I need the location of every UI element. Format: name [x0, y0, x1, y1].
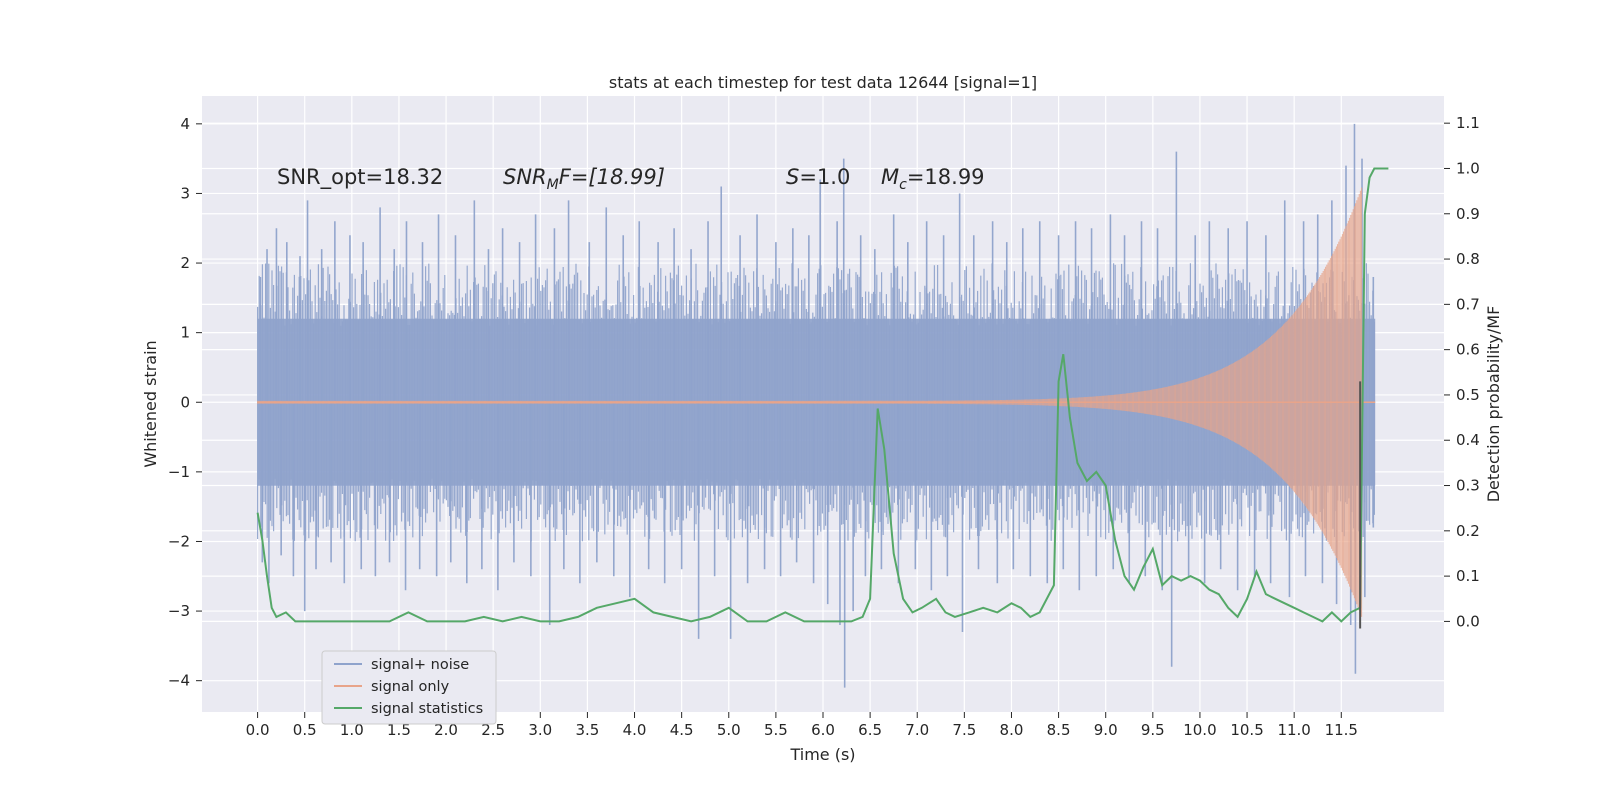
y-right-tick-label: 0.1	[1456, 567, 1480, 585]
y-axis-right-ticks: 1.1 1.0 0.9 0.8 0.7 0.6 0.5 0.4 0.3 0.2 0.1 0.0	[1444, 114, 1480, 630]
x-tick-label: 1.0	[340, 721, 364, 739]
x-axis-ticks: 0.0 0.5 1.0 1.5 2.0 2.5 3.0 3.5 4.0 4.5 5.0 5.5 6.0 6…	[246, 712, 1358, 739]
x-tick-label: 0.0	[246, 721, 270, 739]
x-tick-label: 3.5	[575, 721, 599, 739]
annotation-snr-mf: SNRMF=[18.99]	[503, 165, 665, 193]
x-tick-label: 2.0	[434, 721, 458, 739]
y-tick-label: −4	[168, 672, 190, 690]
y-tick-label: 3	[180, 184, 190, 202]
y-right-tick-label: 1.1	[1456, 114, 1480, 132]
annotation-mc-value: =18.99	[907, 165, 985, 189]
y-right-tick-label: 0.6	[1456, 341, 1480, 359]
signal-only-series	[257, 187, 1376, 617]
y-right-tick-label: 0.0	[1456, 612, 1480, 630]
x-tick-label: 5.5	[764, 721, 788, 739]
legend-label-signal-only: signal only	[371, 679, 450, 695]
y-tick-label: 0	[180, 393, 190, 411]
x-tick-label: 7.5	[952, 721, 976, 739]
annotation-mc-name: M	[881, 165, 899, 189]
legend: signal+ noise signal only signal statist…	[321, 650, 497, 725]
legend-box	[321, 650, 497, 725]
x-tick-label: 4.5	[670, 721, 694, 739]
y-tick-label: 1	[180, 324, 190, 342]
y-tick-label: −3	[168, 602, 190, 620]
x-tick-label: 5.0	[717, 721, 741, 739]
annotation-mc: Mc=18.99	[881, 165, 985, 193]
annotation-s-value: =1.0	[799, 165, 850, 189]
chart-title: stats at each timestep for test data 126…	[609, 73, 1037, 92]
statistics-line	[256, 167, 1389, 623]
y-axis-right-label: Detection probability/MF	[1484, 306, 1503, 503]
x-tick-label: 0.5	[293, 721, 317, 739]
legend-label-signal-noise: signal+ noise	[371, 657, 469, 673]
x-tick-label: 10.5	[1230, 721, 1263, 739]
x-tick-label: 1.5	[387, 721, 411, 739]
x-tick-label: 6.5	[858, 721, 882, 739]
x-tick-label: 11.5	[1325, 721, 1358, 739]
x-tick-label: 9.0	[1094, 721, 1118, 739]
y-tick-label: 4	[180, 115, 190, 133]
annotation-mc-sub: c	[899, 177, 907, 193]
y-right-tick-label: 0.2	[1456, 522, 1480, 540]
x-tick-label: 2.5	[481, 721, 505, 739]
x-tick-label: 8.5	[1047, 721, 1071, 739]
x-tick-label: 9.5	[1141, 721, 1165, 739]
signal-statistics-series	[256, 167, 1389, 623]
y-axis-ticks: 4 3 2 1 0 −1 −2 −3 −4	[168, 115, 202, 690]
annotation-s-name: S	[786, 165, 799, 189]
annotation-snr-mf-rest: F=[18.99]	[559, 165, 665, 189]
annotation-s: S=1.0	[786, 165, 850, 189]
y-right-tick-label: 0.7	[1456, 295, 1480, 313]
annotation-snr-mf-name: SNR	[503, 165, 547, 189]
y-tick-label: −2	[168, 532, 190, 550]
x-tick-label: 11.0	[1277, 721, 1310, 739]
y-right-tick-label: 0.8	[1456, 250, 1480, 268]
x-tick-label: 4.0	[623, 721, 647, 739]
y-right-tick-label: 0.5	[1456, 386, 1480, 404]
y-right-tick-label: 0.4	[1456, 431, 1480, 449]
y-axis-label: Whitened strain	[141, 340, 160, 467]
y-right-tick-label: 0.9	[1456, 205, 1480, 223]
annotation-snr-opt: SNR_opt=18.32	[277, 165, 443, 190]
annotation-snr-mf-sub: M	[547, 177, 559, 193]
x-tick-label: 8.0	[1000, 721, 1024, 739]
x-axis-label: Time (s)	[789, 745, 855, 764]
y-tick-label: −1	[168, 463, 190, 481]
y-right-tick-label: 0.3	[1456, 477, 1480, 495]
y-right-tick-label: 1.0	[1456, 159, 1480, 177]
legend-label-signal-statistics: signal statistics	[371, 701, 483, 717]
x-tick-label: 3.0	[528, 721, 552, 739]
x-tick-label: 10.0	[1183, 721, 1216, 739]
y-tick-label: 2	[180, 254, 190, 272]
x-tick-label: 6.0	[811, 721, 835, 739]
x-tick-label: 7.0	[905, 721, 929, 739]
